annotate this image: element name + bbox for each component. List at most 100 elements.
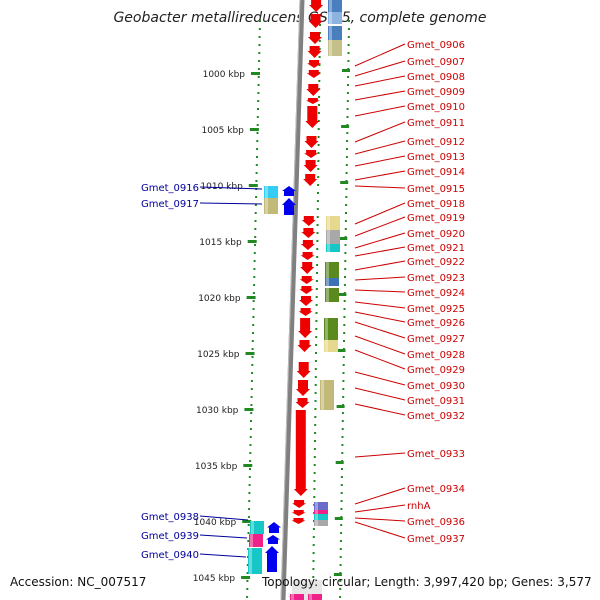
tick-dot [347, 52, 350, 54]
tick-dot [344, 228, 347, 230]
forward-gene-arrow [309, 0, 324, 12]
tick-dot [247, 516, 250, 518]
forward-gene-leader [354, 185, 406, 189]
tick-dot [346, 132, 349, 134]
tick-dot [247, 540, 250, 542]
tick-dot [250, 396, 253, 398]
tick-dot [247, 532, 250, 534]
tick-dot [316, 256, 319, 258]
forward-gene-arrow [303, 174, 318, 186]
tick-dot [256, 148, 259, 150]
function-box [264, 198, 278, 214]
tick-dot [347, 60, 350, 62]
reverse-gene-arrow [265, 546, 279, 572]
scale-tick-right [334, 517, 343, 520]
forward-gene-leader [354, 90, 406, 101]
tick-dot [339, 588, 342, 590]
forward-gene-leader [354, 260, 406, 271]
tick-dot [314, 368, 317, 370]
tick-dot [345, 156, 348, 158]
tick-dot [341, 412, 344, 414]
forward-gene-arrow [291, 518, 306, 524]
forward-gene-leader [354, 335, 406, 355]
reverse-gene-arrow [282, 198, 296, 215]
forward-gene-label: Gmet_0937 [407, 534, 465, 545]
tick-dot [344, 252, 347, 254]
forward-gene-leader [354, 60, 406, 77]
tick-dot [249, 468, 251, 470]
tick-dot [317, 168, 320, 170]
tick-dot [251, 348, 254, 350]
tick-dot [318, 40, 321, 42]
function-box-shine [321, 380, 324, 410]
tick-dot [313, 456, 316, 458]
tick-dot [314, 400, 317, 402]
forward-gene-arrow [300, 252, 315, 260]
tick-dot [339, 548, 342, 550]
tick-dot [249, 428, 252, 430]
forward-gene-leader [354, 43, 406, 67]
tick-dot [346, 140, 349, 142]
scale-tick [242, 520, 252, 523]
function-box-shine [327, 216, 330, 230]
tick-dot [317, 160, 320, 162]
tick-dot [256, 140, 259, 142]
forward-gene-label: Gmet_0911 [407, 118, 465, 129]
backbone-line [280, 0, 305, 600]
function-box-shine [251, 521, 254, 534]
tick-dot [252, 332, 254, 334]
scale-tick [244, 408, 254, 411]
function-boxes [248, 0, 342, 600]
tick-dot [347, 28, 350, 30]
tick-dot [345, 204, 348, 206]
tick-dot [315, 320, 318, 322]
forward-gene-leader [354, 105, 406, 117]
tick-dot [340, 532, 343, 534]
function-box [324, 340, 338, 352]
function-box [326, 216, 340, 230]
function-box-shine [329, 40, 332, 56]
function-box-shine [329, 0, 332, 12]
function-box-shine [325, 318, 328, 340]
tick-dot [249, 452, 252, 454]
forward-gene-arrow [293, 410, 308, 496]
tick-dot [250, 404, 253, 406]
tick-dot [314, 376, 317, 378]
forward-gene-label: Gmet_0914 [407, 167, 465, 178]
scale-tick-right [333, 573, 342, 576]
tick-dot [314, 416, 317, 418]
forward-gene-leader [354, 155, 406, 167]
forward-gene-label: Gmet_0933 [407, 449, 465, 460]
tick-dot [256, 156, 258, 158]
tick-dot [348, 20, 350, 22]
forward-gene-leader [354, 276, 406, 281]
scale-tick-right [336, 405, 345, 408]
tick-dot [246, 564, 249, 566]
reverse-gene-arrow [266, 535, 280, 544]
forward-gene-leader [354, 311, 406, 323]
scale-tick-right [341, 125, 350, 128]
forward-gene-label: rnhA [407, 501, 431, 512]
function-box [320, 380, 334, 410]
tick-dot [342, 380, 345, 382]
forward-gene-label: Gmet_0919 [407, 213, 465, 224]
tick-dot [343, 300, 346, 302]
tick-dot [344, 268, 347, 270]
function-box-shine [327, 230, 330, 244]
forward-gene-leader [354, 121, 406, 143]
scale-label: 1025 kbp [197, 350, 240, 360]
tick-dot [315, 288, 318, 290]
forward-gene-label: Gmet_0918 [407, 199, 465, 210]
tick-dot [313, 472, 316, 474]
tick-dot [258, 60, 261, 62]
tick-dot [251, 340, 254, 342]
tick-dot [343, 332, 346, 334]
scale-label: 1045 kbp [193, 574, 236, 584]
forward-gene-label: Gmet_0936 [407, 517, 465, 528]
tick-dot [258, 44, 261, 46]
tick-dot [345, 196, 348, 198]
tick-dot [249, 460, 252, 462]
tick-dot [257, 92, 260, 94]
tick-dot [253, 276, 256, 278]
